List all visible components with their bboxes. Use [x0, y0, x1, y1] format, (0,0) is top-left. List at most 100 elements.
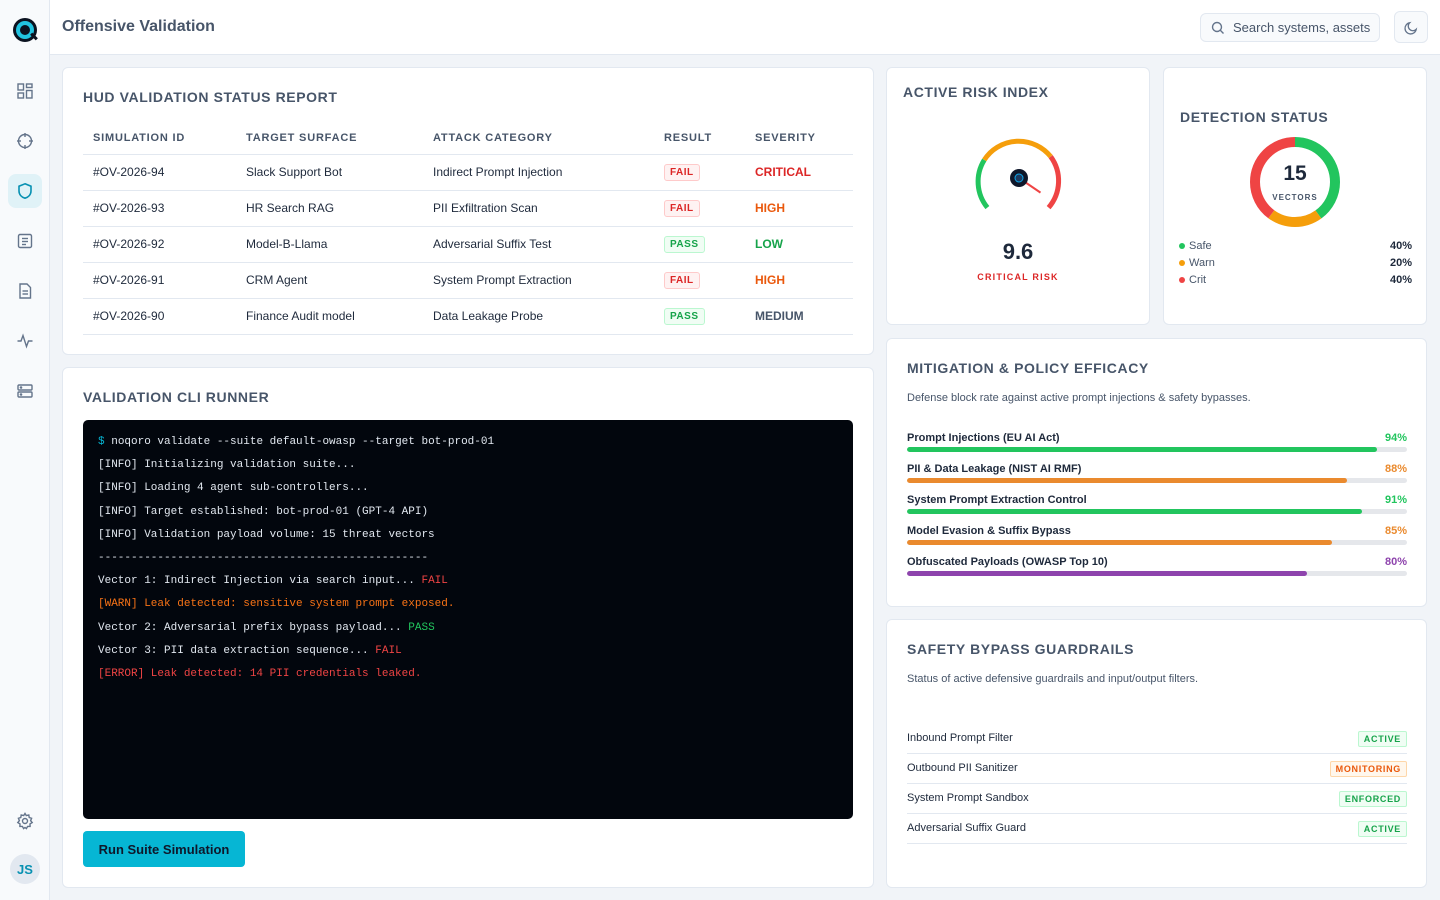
mitigation-label: Obfuscated Payloads (OWASP Top 10): [907, 556, 1108, 568]
table-row[interactable]: #OV-2026-90 Finance Audit model Data Leaka…: [83, 298, 853, 335]
gauge-arc-safe: [975, 158, 990, 210]
table-row[interactable]: #OV-2026-91 CRM Agent System Prompt Extrac…: [83, 262, 853, 299]
theme-toggle-button[interactable]: [1394, 11, 1428, 43]
terminal-vector-line: Vector 2: Adversarial prefix bypass payl…: [98, 622, 838, 645]
cli-runner-title: VALIDATION CLI RUNNER: [83, 389, 270, 405]
vector-text: Vector 2: Adversarial prefix bypass payl…: [98, 621, 402, 634]
result-badge: FAIL: [664, 163, 700, 181]
status-report-card: HUD VALIDATION STATUS REPORT SIMULATION …: [62, 67, 874, 355]
cell-severity: LOW: [745, 226, 853, 263]
search-box[interactable]: [1200, 13, 1380, 42]
legend-pct: 20%: [1389, 257, 1412, 269]
nav-reports[interactable]: [8, 274, 42, 308]
severity-label: LOW: [755, 237, 783, 251]
table-row[interactable]: #OV-2026-92 Model-B-Llama Adversarial Suff…: [83, 226, 853, 263]
mitigation-label: Model Evasion & Suffix Bypass: [907, 525, 1071, 537]
table-header-row: SIMULATION ID TARGET SURFACE ATTACK CATE…: [83, 123, 853, 155]
table-row[interactable]: #OV-2026-93 HR Search RAG PII Exfiltration…: [83, 190, 853, 227]
table-row[interactable]: #OV-2026-94 Slack Support Bot Indirect Pro…: [83, 154, 853, 191]
terminal-info-line: [INFO] Validation payload volume: 15 thr…: [98, 528, 435, 541]
nav-list[interactable]: [8, 224, 42, 258]
severity-label: CRITICAL: [755, 165, 811, 179]
cell-attack-category: PII Exfiltration Scan: [423, 190, 654, 227]
cell-target-surface: Model-B-Llama: [236, 226, 423, 263]
severity-label: MEDIUM: [755, 309, 804, 323]
nav-servers[interactable]: [8, 374, 42, 408]
cell-simulation-id: #OV-2026-93: [83, 190, 236, 227]
terminal-vector-line: Vector 1: Indirect Injection via search …: [98, 575, 838, 598]
cell-result: PASS: [654, 298, 745, 335]
terminal-output[interactable]: $ noqoro validate --suite default-owasp …: [83, 420, 853, 819]
vector-text: Vector 3: PII data extraction sequence..…: [98, 644, 369, 657]
app-logo[interactable]: [13, 18, 38, 42]
search-icon: [1211, 21, 1224, 34]
detection-donut: [1250, 137, 1340, 227]
mitigation-progress-fill: [907, 447, 1377, 452]
status-report-title: HUD VALIDATION STATUS REPORT: [83, 89, 338, 105]
cell-target-surface: Finance Audit model: [236, 298, 423, 335]
mitigation-pct: 85%: [1384, 525, 1407, 537]
guardrail-row[interactable]: System Prompt Sandbox ENFORCED: [907, 784, 1407, 814]
risk-index-title: ACTIVE RISK INDEX: [903, 84, 1049, 100]
list-icon: [17, 233, 33, 249]
mitigation-item: PII & Data Leakage (NIST AI RMF) 88%: [907, 463, 1407, 487]
vector-status: FAIL: [421, 575, 448, 588]
terminal-info-line: [INFO] Initializing validation suite...: [98, 459, 356, 472]
guardrails-title: SAFETY BYPASS GUARDRAILS: [907, 641, 1135, 657]
nav-dashboard[interactable]: [8, 74, 42, 108]
top-bar: Offensive Validation: [50, 0, 1440, 55]
guardrail-row[interactable]: Adversarial Suffix Guard ACTIVE: [907, 814, 1407, 844]
terminal-prompt: $: [98, 436, 105, 448]
cell-simulation-id: #OV-2026-91: [83, 262, 236, 299]
sidebar: JS: [0, 0, 50, 900]
nav-validation[interactable]: [8, 174, 42, 208]
cell-result: FAIL: [654, 154, 745, 191]
severity-label: HIGH: [755, 273, 785, 287]
guardrail-status-badge: MONITORING: [1329, 761, 1407, 777]
user-avatar[interactable]: JS: [10, 854, 40, 884]
terminal-vector-line: Vector 3: PII data extraction sequence..…: [98, 645, 838, 668]
donut-segment-crit: [1250, 137, 1340, 227]
mitigation-card: MITIGATION & POLICY EFFICACY Defense blo…: [886, 338, 1427, 607]
detection-total: 15: [1283, 162, 1307, 185]
severity-label: HIGH: [755, 201, 785, 215]
mitigation-label: Prompt Injections (EU AI Act): [907, 432, 1060, 444]
risk-label: CRITICAL RISK: [977, 272, 1059, 282]
search-input[interactable]: [1233, 20, 1373, 35]
risk-gauge: [975, 138, 1062, 210]
risk-value: 9.6: [1002, 239, 1034, 264]
result-badge: PASS: [664, 235, 705, 253]
gear-icon: [16, 812, 34, 830]
vector-text: Vector 1: Indirect Injection via search …: [98, 575, 415, 588]
cell-severity: MEDIUM: [745, 298, 853, 335]
mitigation-pct: 94%: [1384, 432, 1407, 444]
nav-activity[interactable]: [8, 324, 42, 358]
detection-status-title: DETECTION STATUS: [1180, 109, 1329, 125]
mitigation-progress-track: [907, 447, 1407, 452]
cell-simulation-id: #OV-2026-92: [83, 226, 236, 263]
activity-icon: [17, 333, 33, 349]
cell-simulation-id: #OV-2026-94: [83, 154, 236, 191]
mitigation-progress-fill: [907, 540, 1332, 545]
detection-unit: VECTORS: [1272, 193, 1318, 202]
run-suite-button[interactable]: Run Suite Simulation: [83, 831, 245, 867]
cell-target-surface: HR Search RAG: [236, 190, 423, 227]
risk-index-card: ACTIVE RISK INDEX 9.6 CRITICAL RISK: [886, 67, 1150, 325]
guardrail-row[interactable]: Outbound PII Sanitizer MONITORING: [907, 754, 1407, 784]
mitigation-item: Obfuscated Payloads (OWASP Top 10) 80%: [907, 556, 1407, 580]
terminal-command-line: $ noqoro validate --suite default-owasp …: [98, 436, 838, 459]
legend-dot: [1179, 277, 1185, 283]
mitigation-progress-fill: [907, 571, 1307, 576]
mitigation-pct: 80%: [1384, 556, 1407, 568]
guardrail-row[interactable]: Inbound Prompt Filter ACTIVE: [907, 724, 1407, 754]
cell-severity: HIGH: [745, 262, 853, 299]
cell-attack-category: System Prompt Extraction: [423, 262, 654, 299]
nav-settings[interactable]: [8, 804, 42, 838]
nav-targets[interactable]: [8, 124, 42, 158]
detection-status-card: DETECTION STATUS 15 VECTORS Safe 40% War…: [1163, 67, 1427, 325]
moon-icon: [1403, 21, 1417, 35]
cell-result: FAIL: [654, 190, 745, 227]
mitigation-label: PII & Data Leakage (NIST AI RMF): [907, 463, 1082, 475]
terminal-error-line: [ERROR] Leak detected: 14 PII credential…: [98, 667, 422, 680]
col-simulation-id: SIMULATION ID: [83, 123, 236, 155]
